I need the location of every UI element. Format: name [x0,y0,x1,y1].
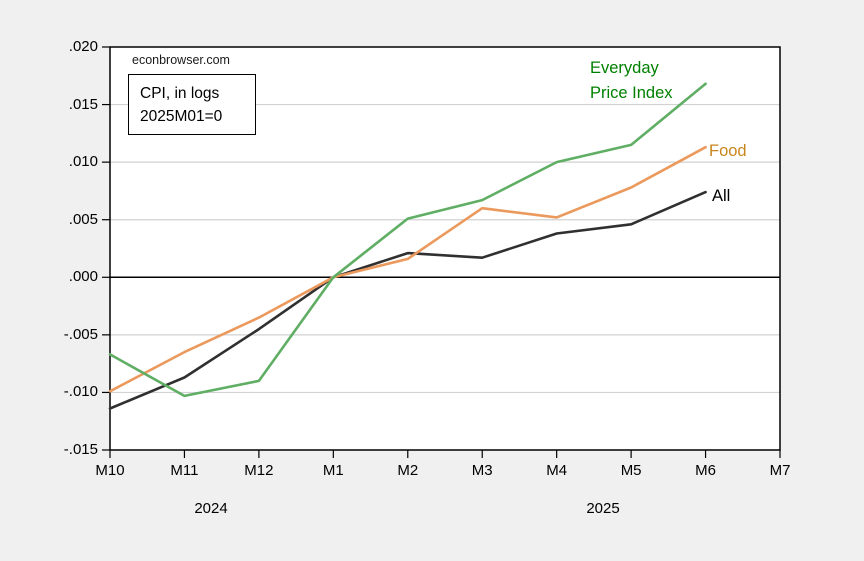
x-tick-label: M4 [546,462,568,479]
x-tick-label: M11 [170,462,199,479]
series-label-food: Food [709,142,747,160]
x-tick-label: M3 [471,462,493,479]
series-line-food [108,145,707,393]
x-tick-label: M12 [244,462,274,479]
watermark-econbrowser: econbrowser.com [132,53,230,67]
x-tick-label: M5 [620,462,642,479]
y-tick-label: .020 [68,38,98,55]
series-label-everyday-line-2: Price Index [590,84,673,102]
x-tick-label: M2 [397,462,419,479]
series-line-all [108,190,707,410]
x-tick-label: M7 [769,462,791,479]
series-label-everyday-line-1: Everyday [590,59,659,77]
note-box: CPI, in logs 2025M01=0 [128,74,256,135]
note-box-line-2: 2025M01=0 [140,108,223,125]
note-box-line-1: CPI, in logs [140,85,220,102]
y-tick-label: -.010 [63,383,98,401]
y-tick-label: -.005 [63,325,98,343]
y-tick-label: -.015 [63,441,98,458]
x-axis-year-2024: 2024 [194,500,228,517]
plot-frame [109,46,781,451]
series-line-everyday-price-index [108,82,707,398]
x-tick-label: M6 [695,462,716,479]
x-tick-label: M10 [95,462,125,479]
x-axis-year-2025: 2025 [586,500,620,517]
y-tick-label: .000 [68,268,98,286]
series-label-all: All [712,187,731,205]
y-tick-label: .005 [68,210,98,228]
x-tick-label: M1 [322,462,344,479]
y-tick-label: .010 [68,153,98,171]
y-tick-label: .015 [68,95,98,113]
series-label-everyday-price-index: Everyday Price Index [590,56,673,106]
